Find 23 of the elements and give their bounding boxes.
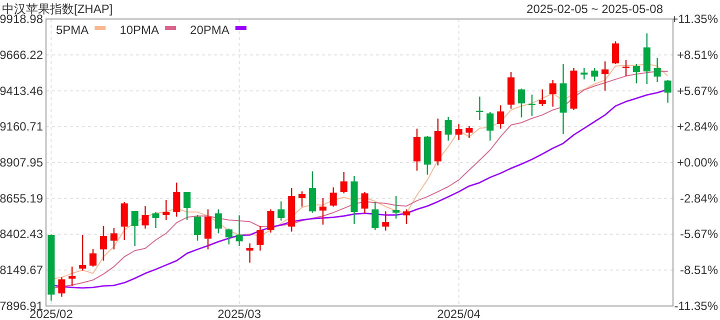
y2-tick-label: +5.67% xyxy=(676,84,718,98)
y-tick-label: 8907.95 xyxy=(0,156,44,170)
y2-tick-label: -11.35% xyxy=(674,299,718,313)
y-tick-label: 8402.43 xyxy=(0,227,44,242)
x-tick-label: 2025/04 xyxy=(437,307,481,320)
chart-title: 中汉苹果指数[ZHAP] xyxy=(2,2,113,16)
legend-label: 20PMA xyxy=(190,23,230,37)
x-tick-label: 2025/03 xyxy=(218,307,262,320)
legend-label: 10PMA xyxy=(120,23,160,37)
y2-tick-label: +8.51% xyxy=(676,48,718,62)
y2-tick-label: +2.84% xyxy=(676,120,718,134)
y2-tick-label: +0.00% xyxy=(676,156,718,170)
y-tick-label: 9413.46 xyxy=(0,84,44,98)
legend-label: 5PMA xyxy=(56,23,89,37)
y2-tick-label: -8.51% xyxy=(680,263,718,278)
y2-tick-label: +11.35% xyxy=(671,12,718,26)
y-tick-label: 8655.19 xyxy=(0,191,44,206)
y2-tick-label: -2.84% xyxy=(680,191,718,206)
y2-tick-label: -5.67% xyxy=(680,227,718,242)
y-tick-label: 8149.67 xyxy=(0,263,44,278)
y-tick-label: 9160.71 xyxy=(0,120,44,134)
chart-subtitle: 2025-02-05 ~ 2025-05-08 xyxy=(526,2,664,16)
y-tick-label: 9666.22 xyxy=(0,48,44,62)
